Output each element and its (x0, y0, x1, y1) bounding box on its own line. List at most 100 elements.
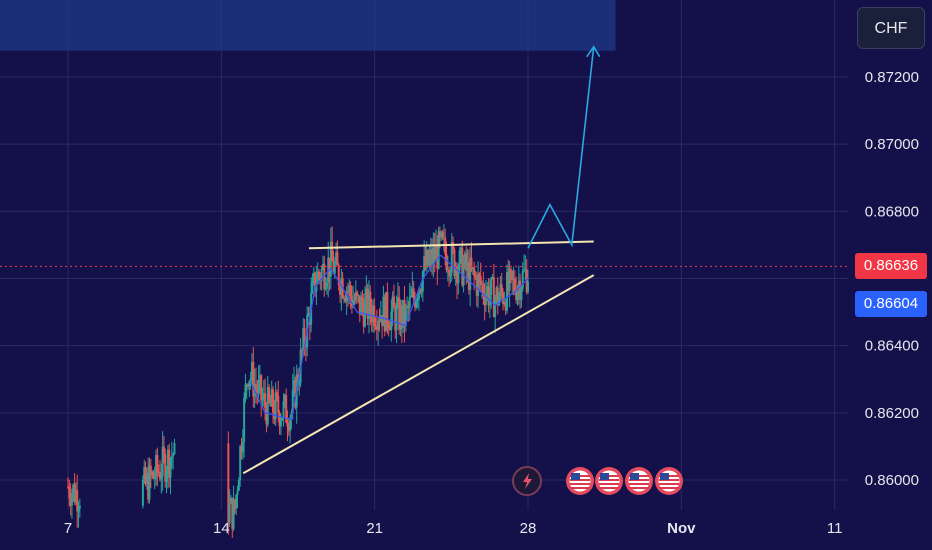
y-tick-label: 0.86400 (865, 338, 919, 355)
candle-body (265, 408, 268, 425)
lightning-bolt (523, 473, 532, 489)
candle-body (68, 487, 71, 499)
candle-body (262, 393, 265, 399)
candle-body (237, 480, 240, 491)
candle-body (524, 269, 527, 271)
candle-body (304, 346, 307, 348)
candle-body (231, 497, 234, 529)
candle-body (252, 362, 255, 397)
candle-body (77, 508, 80, 512)
candle-body (67, 486, 69, 488)
candle-body (500, 284, 503, 293)
candle-body (270, 389, 273, 407)
candle-body (395, 305, 398, 331)
candle-body (251, 362, 253, 379)
candle-body (247, 384, 250, 387)
candle-body (499, 284, 502, 297)
candle-body (517, 280, 520, 289)
candle-body (145, 473, 148, 484)
candle-body (515, 291, 518, 300)
candle-body (285, 395, 288, 423)
candle-body (74, 490, 77, 503)
candle-body (454, 266, 457, 276)
candle-body (407, 305, 410, 309)
candle-body (449, 272, 452, 277)
candle-body (408, 296, 411, 309)
candle-body (279, 420, 282, 427)
flag-stripe (659, 487, 679, 489)
x-tick-label: 7 (64, 520, 72, 537)
candle-body (261, 398, 264, 401)
support-trendline[interactable] (242, 274, 595, 475)
candle-body (328, 257, 331, 277)
candle-body (425, 249, 428, 269)
y-tick-label: 0.87200 (865, 69, 919, 86)
candle-body (370, 311, 373, 323)
moving-average-line (250, 254, 529, 421)
candle-body (481, 283, 483, 285)
candle-body (264, 393, 267, 409)
candle-body (151, 471, 154, 476)
candle-body (256, 388, 259, 393)
projection-path[interactable] (527, 46, 595, 249)
candle-body (496, 287, 499, 306)
candle-body (410, 295, 413, 297)
candle-body (406, 305, 409, 308)
candle-body (511, 271, 514, 280)
candle-body (385, 292, 388, 332)
candle-body (249, 378, 252, 381)
candle-body (173, 443, 176, 455)
candle-body (375, 326, 378, 331)
candle-body (291, 389, 294, 414)
x-tick-label: Nov (667, 520, 696, 537)
candle-body (282, 401, 285, 418)
candle-body (441, 232, 444, 239)
event-markers[interactable] (512, 466, 683, 496)
candle-body (152, 471, 155, 479)
candle-body (404, 307, 407, 326)
candle-body (423, 256, 426, 272)
candle-body (415, 299, 418, 308)
x-tick-label: 21 (366, 520, 383, 537)
candle-body (333, 262, 336, 274)
candle-body (399, 305, 402, 330)
target-zone (0, 0, 616, 51)
flag-stripe (570, 483, 590, 485)
candle-body (453, 249, 456, 276)
candle-body (170, 456, 173, 459)
flag-stripe (599, 487, 619, 489)
candle-body (331, 241, 334, 262)
candle-body (227, 443, 230, 524)
candle-body (467, 261, 470, 291)
candle-body (266, 387, 269, 425)
candle-body (377, 320, 380, 331)
candle-body (357, 295, 360, 297)
candle-body (245, 384, 248, 386)
candle-body (350, 295, 353, 307)
candle-body (294, 380, 297, 408)
candle-body (278, 412, 281, 427)
candle-body (274, 392, 277, 420)
candle-body (360, 297, 363, 315)
candle-body (446, 269, 449, 271)
candle-body (362, 306, 365, 327)
candle-body (366, 288, 369, 319)
candle-body (307, 313, 310, 316)
candle-body (287, 426, 290, 432)
resistance-trendline[interactable] (308, 240, 594, 250)
candle-body (448, 269, 451, 277)
candle-body (275, 392, 278, 396)
currency-button[interactable]: CHF (857, 7, 925, 49)
candle-body (352, 300, 355, 307)
candle-body (463, 253, 466, 266)
candle-body (383, 296, 386, 332)
candle-body (513, 278, 516, 292)
candle-body (149, 465, 152, 476)
candle-body (461, 247, 464, 286)
candle-body (470, 257, 473, 270)
candle-body (429, 249, 432, 258)
candle-body (420, 291, 423, 293)
y-tick-label: 0.87000 (865, 136, 919, 153)
candle-body (320, 268, 323, 281)
